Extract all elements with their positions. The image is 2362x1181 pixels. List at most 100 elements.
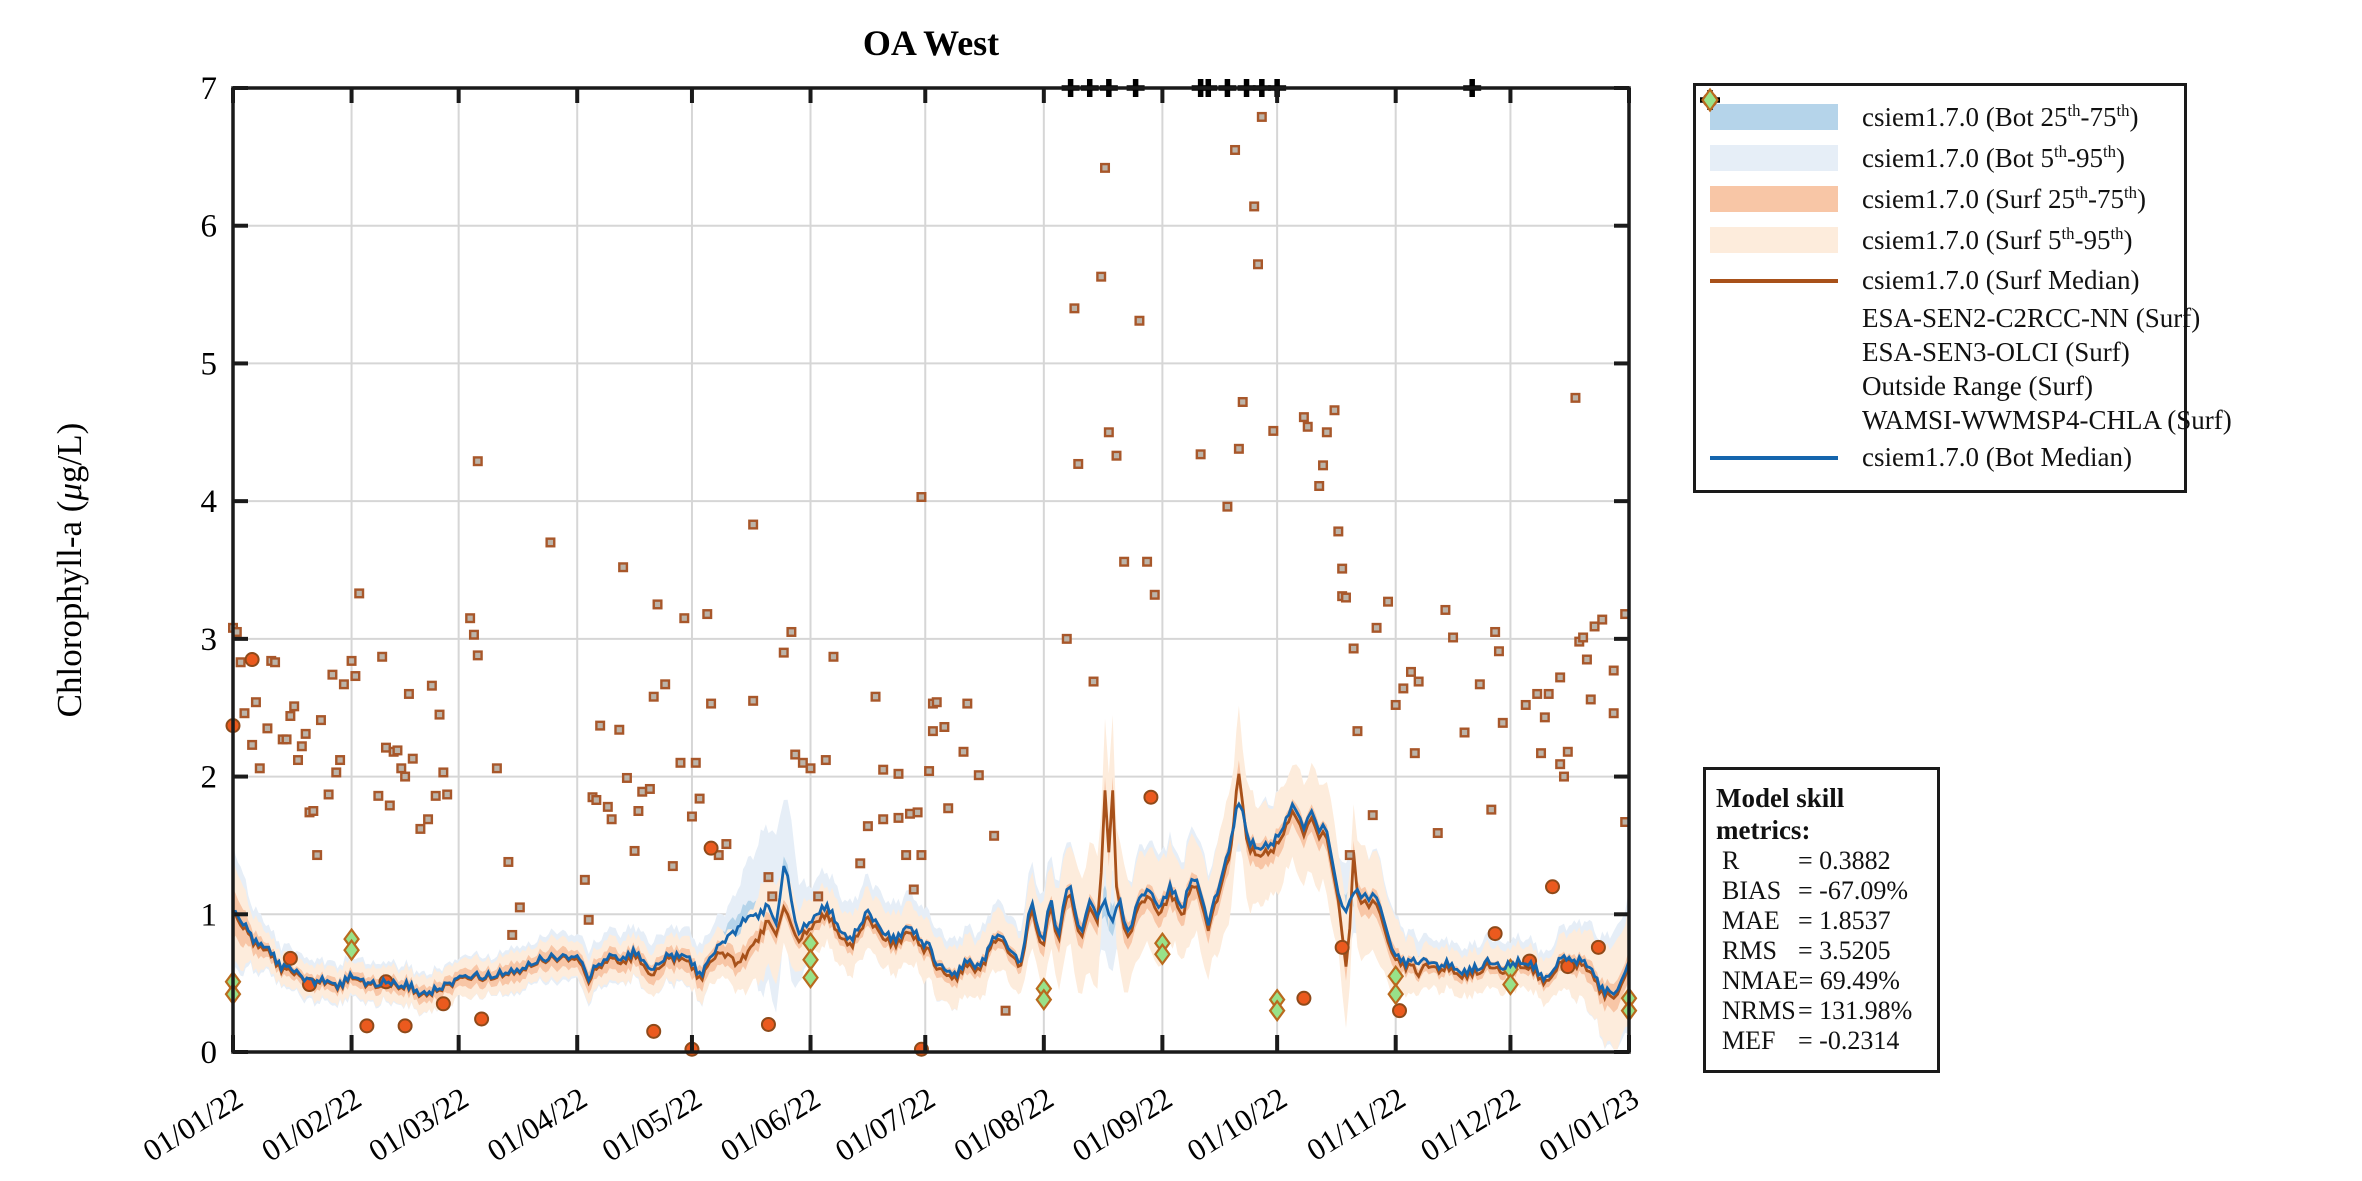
y-tick-label: 4 [201, 484, 218, 520]
legend-item: ESA-SEN3-OLCI (Surf) [1704, 94, 2174, 369]
metric-value: = 3.5205 [1798, 936, 1891, 965]
olci-marker [289, 701, 300, 712]
sen2-marker [282, 950, 298, 966]
olci-marker [415, 823, 426, 834]
x-tick-label: 01/08/22 [948, 1080, 1060, 1168]
olci-marker [1318, 460, 1329, 471]
olci-marker [1222, 501, 1233, 512]
olci-marker [614, 724, 625, 735]
olci-marker [468, 629, 479, 640]
olci-marker [407, 753, 418, 764]
olci-marker [1432, 828, 1443, 839]
legend-item-label: csiem1.7.0 (Bot Median) [1862, 442, 2132, 472]
olci-marker [1413, 676, 1424, 687]
x-tick-label: 01/02/22 [255, 1080, 367, 1168]
olci-marker [878, 814, 889, 825]
olci-marker [763, 872, 774, 883]
olci-marker [1536, 748, 1547, 759]
olci-marker [491, 763, 502, 774]
olci-marker [1532, 688, 1543, 699]
olci-marker [973, 770, 984, 781]
line-swatch-icon [1710, 278, 1850, 283]
y-tick-label: 7 [201, 71, 218, 107]
olci-marker [862, 821, 873, 832]
olci-marker [1371, 622, 1382, 633]
olci-marker [652, 599, 663, 610]
olci-marker [1073, 458, 1084, 469]
sen2-marker [474, 1011, 490, 1027]
sen2-marker [703, 840, 719, 856]
metric-row: BIAS = -67.09% [1716, 876, 1929, 906]
olci-marker [694, 793, 705, 804]
legend-item: WAMSI-WWMSP4-CHLA (Surf) [1701, 87, 2232, 437]
olci-marker [350, 671, 361, 682]
olci-marker [660, 679, 671, 690]
olci-marker [396, 763, 407, 774]
olci-marker [1405, 666, 1416, 677]
olci-marker [621, 772, 632, 783]
olci-marker [1520, 699, 1531, 710]
olci-marker [331, 767, 342, 778]
olci-marker [434, 709, 445, 720]
olci-marker [893, 812, 904, 823]
olci-marker [1237, 396, 1248, 407]
olci-marker [472, 650, 483, 661]
wamsi-marker [1035, 988, 1053, 1012]
olci-marker [805, 763, 816, 774]
olci-marker [1486, 804, 1497, 815]
olci-marker [591, 794, 602, 805]
olci-marker [790, 749, 801, 760]
olci-marker [606, 814, 617, 825]
olci-marker [1103, 427, 1114, 438]
x-tick-label: 01/01/22 [137, 1080, 249, 1168]
olci-marker [384, 800, 395, 811]
legend-item-label: csiem1.7.0 (Surf 25th-75th) [1862, 182, 2147, 214]
olci-marker [1581, 654, 1592, 665]
olci-marker [1597, 614, 1608, 625]
olci-marker [1134, 315, 1145, 326]
olci-marker [327, 669, 338, 680]
olci-marker [1249, 201, 1260, 212]
olci-marker [1344, 850, 1355, 861]
olci-marker [1493, 646, 1504, 657]
olci-marker [1333, 526, 1344, 537]
x-tick-label: 01/05/22 [596, 1080, 708, 1168]
olci-marker [1061, 633, 1072, 644]
x-tick-label: 01/01/23 [1533, 1080, 1645, 1168]
olci-marker [1329, 405, 1340, 416]
x-tick-label: 01/11/22 [1300, 1080, 1411, 1167]
legend-item-label: csiem1.7.0 (Surf 5th-95th) [1862, 223, 2133, 255]
metric-row: NRMS= 131.98% [1716, 996, 1929, 1026]
metric-row: RMS = 3.5205 [1716, 936, 1929, 966]
plot-frame [231, 86, 1631, 1054]
patch-swatch-icon [1710, 144, 1850, 171]
olci-marker [354, 588, 365, 599]
gridlines [233, 88, 1629, 1052]
olci-marker [644, 783, 655, 794]
metric-row: NMAE= 69.49% [1716, 966, 1929, 996]
olci-marker [813, 891, 824, 902]
olci-marker [579, 874, 590, 885]
sen2-marker [244, 652, 260, 668]
olci-marker [315, 715, 326, 726]
olci-marker [373, 790, 384, 801]
sen2-marker [760, 1016, 776, 1032]
wamsi-marker [1502, 973, 1519, 996]
olci-marker [270, 657, 281, 668]
metric-name: R [1722, 846, 1740, 875]
olci-marker [423, 814, 434, 825]
olci-marker [1000, 1005, 1011, 1016]
axis-ticks [231, 86, 1631, 1054]
wamsi-marker [1154, 942, 1171, 966]
metric-name: MEF [1722, 1026, 1776, 1055]
olci-marker [1555, 672, 1566, 683]
olci-marker [1337, 563, 1348, 574]
sen2-marker [1545, 879, 1561, 895]
olci-marker [706, 698, 717, 709]
patch-swatch-icon [1710, 226, 1850, 253]
olci-marker [912, 807, 923, 818]
metric-row: R = 0.3882 [1716, 846, 1929, 876]
